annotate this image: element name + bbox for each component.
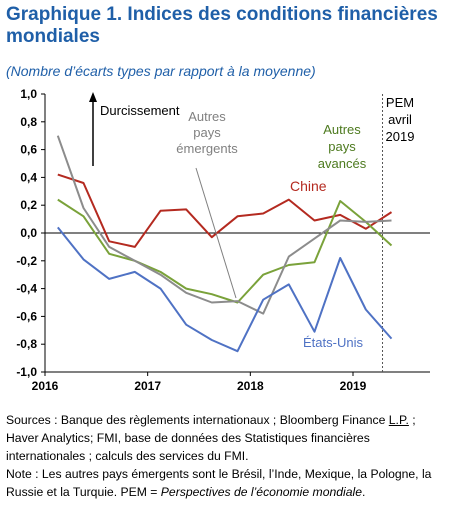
series-line-3 <box>56 135 392 315</box>
avances-label-line: avancés <box>318 156 367 171</box>
y-tick-label: 0,6 <box>20 143 37 157</box>
line-chart: 1,00,80,60,40,20,0-0,2-0,4-0,6-0,8-1,020… <box>16 87 430 393</box>
durcissement-label: Durcissement <box>100 103 180 118</box>
pem-label-line: 2019 <box>386 129 415 144</box>
y-tick-label: -0,8 <box>16 337 37 351</box>
series-line-2 <box>57 198 393 304</box>
emergents-label-line: émergents <box>176 141 238 156</box>
sources-prefix: Sources : Banque des règlements internat… <box>6 413 389 427</box>
y-tick-label: 0,4 <box>20 170 37 184</box>
pem-label-line: avril <box>388 112 412 127</box>
y-tick-label: -0,4 <box>16 282 37 296</box>
series-line-4 <box>57 226 393 353</box>
x-tick-label: 2016 <box>32 379 59 393</box>
note-text: Note : Les autres pays émergents sont le… <box>6 465 446 501</box>
note-prefix: Note : Les autres pays émergents sont le… <box>6 467 432 499</box>
avances-label-line: Autres <box>323 122 361 137</box>
sources-lp: L.P. <box>388 413 409 427</box>
note-suffix: . <box>362 485 366 499</box>
pem-label-line: PEM <box>386 95 414 110</box>
chart-notes: Sources : Banque des règlements internat… <box>6 411 446 501</box>
emergents-label-line: pays <box>193 125 221 140</box>
etats-unis-label: États-Unis <box>303 335 363 350</box>
x-tick-label: 2019 <box>340 379 367 393</box>
x-tick-label: 2018 <box>237 379 264 393</box>
y-tick-label: 0,8 <box>20 115 37 129</box>
chine-label: Chine <box>290 178 327 194</box>
sources-text: Sources : Banque des règlements internat… <box>6 411 446 465</box>
y-tick-label: -0,6 <box>16 309 37 323</box>
y-tick-label: -0,2 <box>16 254 37 268</box>
durcissement-arrow-head <box>89 92 97 102</box>
chart-title: Graphique 1. Indices des conditions fina… <box>6 4 438 47</box>
avances-label-line: pays <box>328 139 356 154</box>
emergents-label-line: Autres <box>188 109 226 124</box>
chart-subtitle: (Nombre d’écarts types par rapport à la … <box>6 63 316 79</box>
sources-suffix: ; Haver Analytics; FMI, base de données … <box>6 413 416 463</box>
x-tick-label: 2017 <box>134 379 161 393</box>
note-italic: Perspectives de l’économie mondiale <box>160 485 362 499</box>
y-tick-label: -1,0 <box>16 365 37 379</box>
y-tick-label: 1,0 <box>20 87 37 101</box>
emergents-leader <box>195 167 237 299</box>
y-tick-label: 0,2 <box>20 198 37 212</box>
y-tick-label: 0,0 <box>20 226 37 240</box>
series-line-1 <box>57 173 393 248</box>
